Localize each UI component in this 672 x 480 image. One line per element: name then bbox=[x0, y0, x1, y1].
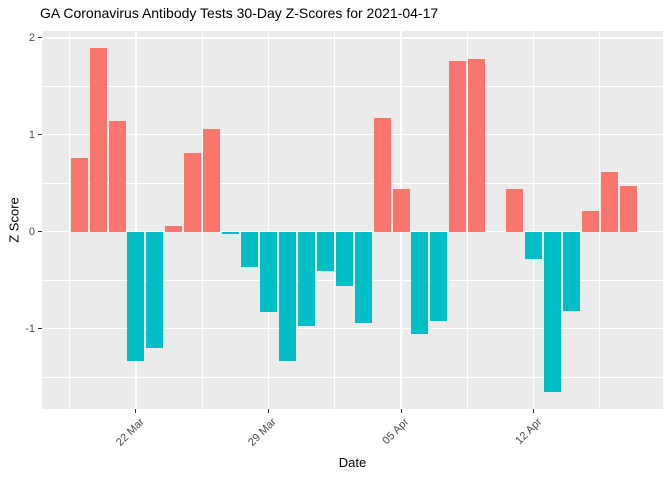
plot-panel bbox=[42, 31, 663, 409]
x-axis-tick-label: 22 Mar bbox=[113, 416, 147, 449]
x-axis-tick-label: 12 Apr bbox=[513, 416, 545, 447]
bar bbox=[146, 231, 164, 348]
gridline-x-minor bbox=[466, 31, 468, 409]
bar bbox=[89, 48, 107, 232]
bar bbox=[619, 186, 637, 232]
gridline-x-minor bbox=[201, 31, 203, 409]
bar bbox=[411, 231, 429, 335]
gridline-y-minor bbox=[42, 182, 663, 184]
x-axis-title: Date bbox=[338, 455, 367, 470]
x-tick-mark bbox=[533, 409, 535, 413]
gridline-x-minor bbox=[334, 31, 336, 409]
x-tick-mark bbox=[268, 409, 269, 413]
y-axis-tick-label: 2 bbox=[28, 31, 35, 44]
bar bbox=[562, 231, 580, 312]
bar bbox=[354, 231, 372, 323]
bar bbox=[335, 231, 353, 286]
y-axis-tick-label: 1 bbox=[28, 128, 35, 141]
bar bbox=[449, 61, 467, 232]
bar bbox=[127, 231, 145, 361]
bar bbox=[581, 211, 599, 232]
gridline-y-minor bbox=[42, 376, 663, 378]
bar bbox=[525, 231, 543, 259]
bar bbox=[278, 231, 296, 361]
y-tick-mark bbox=[38, 37, 42, 39]
bar bbox=[165, 225, 183, 232]
gridline-y-minor bbox=[42, 85, 663, 87]
bar bbox=[373, 118, 391, 232]
bar bbox=[430, 231, 448, 321]
gridline-x-major bbox=[135, 31, 137, 409]
x-tick-mark bbox=[400, 409, 402, 413]
bar bbox=[241, 231, 259, 268]
bar bbox=[506, 188, 524, 232]
gridline-y-major bbox=[42, 327, 663, 330]
bar bbox=[203, 128, 221, 232]
chart-title: GA Coronavirus Antibody Tests 30-Day Z-S… bbox=[40, 5, 439, 21]
y-tick-mark bbox=[38, 134, 42, 136]
bar bbox=[392, 188, 410, 232]
y-axis-tick-label: -1 bbox=[25, 322, 35, 335]
bar bbox=[297, 231, 315, 326]
bar bbox=[316, 231, 334, 272]
x-axis-tick-label: 29 Mar bbox=[246, 416, 279, 449]
y-tick-mark bbox=[38, 231, 42, 233]
gridline-x-major bbox=[532, 31, 535, 409]
bar bbox=[108, 121, 126, 232]
bar bbox=[600, 171, 618, 232]
gridline-x-minor bbox=[69, 31, 71, 409]
gridline-y-major bbox=[42, 37, 663, 39]
bar bbox=[184, 153, 202, 232]
bar bbox=[222, 231, 240, 234]
x-axis-tick-label: 05 Apr bbox=[380, 416, 412, 447]
x-tick-mark bbox=[135, 409, 137, 413]
gridline-x-major bbox=[267, 31, 270, 409]
y-axis-tick-label: 0 bbox=[28, 225, 35, 238]
bar bbox=[70, 157, 88, 232]
bar bbox=[543, 231, 561, 392]
bar bbox=[260, 231, 277, 313]
gridline-x-minor bbox=[599, 31, 601, 409]
y-tick-mark bbox=[38, 328, 42, 330]
bar bbox=[468, 59, 486, 232]
gridline-y-major bbox=[42, 133, 663, 136]
